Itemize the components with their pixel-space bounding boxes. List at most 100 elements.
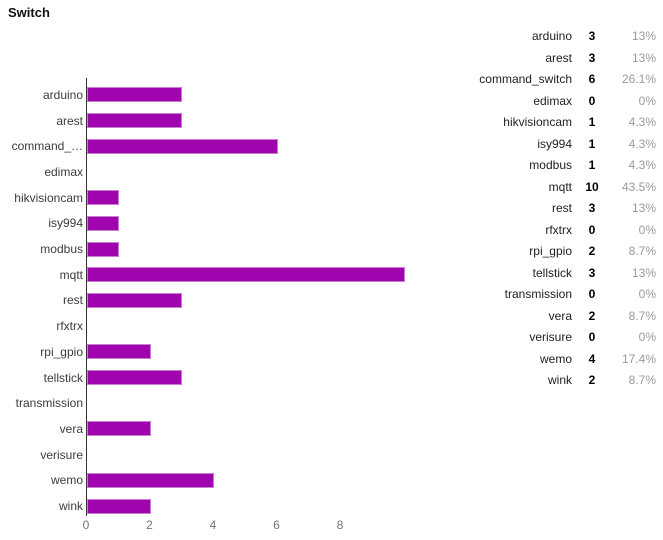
bar-isy994 <box>87 215 119 231</box>
stats-row-transmission: transmission 0 0% <box>440 283 656 305</box>
stats-name: vera <box>548 308 572 323</box>
bar-wink <box>87 498 151 514</box>
stats-name: mqtt <box>548 179 572 194</box>
stats-count: 2 <box>588 308 596 323</box>
stats-percentage: 8.7% <box>628 373 656 387</box>
stats-percentage: 0% <box>638 330 656 344</box>
stats-percentage: 8.7% <box>628 244 656 258</box>
category-label-wemo: wemo <box>50 473 83 488</box>
stats-name: rfxtrx <box>545 222 572 237</box>
stats-name: command_switch <box>479 72 572 86</box>
stats-count: 0 <box>588 287 596 301</box>
category-label-modbus: modbus <box>40 242 83 257</box>
stats-count: 10 <box>585 179 599 194</box>
stats-count: 3 <box>588 201 596 215</box>
bar-command_switch <box>87 138 278 154</box>
stats-count: 0 <box>588 93 596 108</box>
stats-count: 1 <box>588 136 596 151</box>
category-label-transmission: transmission <box>15 396 83 411</box>
category-label-rpi_gpio: rpi_gpio <box>40 344 83 359</box>
stats-name: wemo <box>539 351 572 366</box>
stats-row-wemo: wemo 4 17.4% <box>440 348 656 370</box>
stats-percentage: 8.7% <box>628 308 656 323</box>
stats-row-rfxtrx: rfxtrx 0 0% <box>440 219 656 241</box>
bar-vera <box>87 421 151 437</box>
stats-count: 4 <box>588 351 596 366</box>
stats-row-tellstick: tellstick 3 13% <box>440 262 656 284</box>
bar-rpi_gpio <box>87 344 151 360</box>
stats-name: hikvisioncam <box>503 115 572 129</box>
stats-count: 0 <box>588 222 596 237</box>
chart-title: Switch <box>8 5 50 20</box>
bar-hikvisioncam <box>87 190 119 206</box>
stats-row-wink: wink 2 8.7% <box>440 369 656 391</box>
x-tick-label-2: 2 <box>146 518 153 532</box>
bar-mqtt <box>87 267 405 283</box>
stats-count: 3 <box>588 50 596 65</box>
stats-percentage: 13% <box>631 265 656 280</box>
stats-percentage: 0% <box>638 222 656 237</box>
stats-row-mqtt: mqtt 10 43.5% <box>440 176 656 198</box>
category-label-tellstick: tellstick <box>43 370 83 385</box>
stats-name: wink <box>547 373 572 387</box>
stats-percentage: 0% <box>638 93 656 108</box>
stats-row-edimax: edimax 0 0% <box>440 90 656 112</box>
category-label-wink: wink <box>58 499 83 514</box>
stats-row-arest: arest 3 13% <box>440 47 656 69</box>
stats-name: arest <box>545 50 572 65</box>
category-label-command_switch: command_… <box>11 139 83 154</box>
stats-row-modbus: modbus 1 4.3% <box>440 154 656 176</box>
stats-count: 2 <box>588 244 596 258</box>
x-tick-label-6: 6 <box>273 518 280 532</box>
category-label-arduino: arduino <box>42 87 83 102</box>
stats-percentage: 0% <box>638 287 656 301</box>
category-label-rest: rest <box>62 293 83 308</box>
stats-name: edimax <box>533 93 572 108</box>
stats-row-hikvisioncam: hikvisioncam 1 4.3% <box>440 111 656 133</box>
stats-row-vera: vera 2 8.7% <box>440 305 656 327</box>
stats-percentage: 26.1% <box>621 72 656 86</box>
stats-percentage: 17.4% <box>621 351 656 366</box>
stats-name: isy994 <box>537 136 572 151</box>
stats-row-isy994: isy994 1 4.3% <box>440 133 656 155</box>
category-label-edimax: edimax <box>44 164 83 179</box>
stats-name: rest <box>551 201 572 215</box>
stats-count: 3 <box>588 265 596 280</box>
bar-wemo <box>87 472 214 488</box>
bar-modbus <box>87 241 119 257</box>
category-label-rfxtrx: rfxtrx <box>56 319 83 334</box>
bar-arest <box>87 113 183 129</box>
stats-name: arduino <box>531 29 572 43</box>
stats-percentage: 4.3% <box>628 158 656 172</box>
stats-row-rpi_gpio: rpi_gpio 2 8.7% <box>440 240 656 262</box>
category-label-verisure: verisure <box>40 447 83 462</box>
stats-count: 3 <box>588 29 596 43</box>
stats-percentage: 4.3% <box>628 136 656 151</box>
category-label-hikvisioncam: hikvisioncam <box>14 190 83 205</box>
category-label-vera: vera <box>59 421 83 436</box>
x-tick-label-8: 8 <box>336 518 344 532</box>
category-label-isy994: isy994 <box>48 216 83 231</box>
stats-percentage: 13% <box>631 201 656 215</box>
stats-percentage: 13% <box>631 50 656 65</box>
category-label-arest: arest <box>56 113 83 128</box>
stats-count: 2 <box>588 373 596 387</box>
stats-row-rest: rest 3 13% <box>440 197 656 219</box>
stats-row-arduino: arduino 3 13% <box>440 25 656 47</box>
x-tick-label-4: 4 <box>209 518 217 532</box>
bar-arduino <box>87 87 183 103</box>
stats-name: tellstick <box>532 265 572 280</box>
y-axis-line <box>86 78 87 516</box>
stats-name: transmission <box>504 287 572 301</box>
stats-count: 0 <box>588 330 596 344</box>
stats-row-command_switch: command_switch 6 26.1% <box>440 68 656 90</box>
category-label-mqtt: mqtt <box>59 267 83 282</box>
stats-name: verisure <box>529 330 572 344</box>
stats-count: 6 <box>588 72 596 86</box>
x-tick-label-0: 0 <box>82 518 90 532</box>
stats-percentage: 4.3% <box>628 115 656 129</box>
bar-rest <box>87 292 183 308</box>
stats-count: 1 <box>588 115 596 129</box>
